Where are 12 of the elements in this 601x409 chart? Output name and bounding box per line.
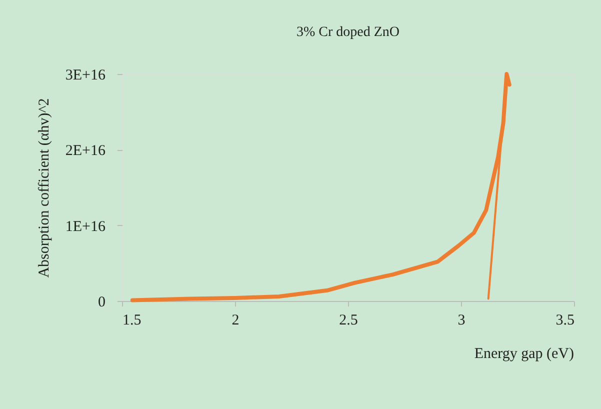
y-tick-label: 0 <box>98 294 106 310</box>
x-tick-label: 3.5 <box>556 312 574 328</box>
x-tick-label: 2.5 <box>339 312 358 328</box>
y-tick-label: 1E+16 <box>65 218 106 235</box>
x-tick-label: 1.5 <box>122 312 142 328</box>
y-tick-label: 3E+16 <box>65 68 106 84</box>
x-axis-title: Energy gap (eV) <box>474 346 574 362</box>
y-axis-title: Absorption cofficient (αhv)^2 <box>36 98 52 278</box>
x-tick-label: 2 <box>232 312 240 328</box>
y-tick-label: 2E+16 <box>65 143 106 160</box>
x-tick-label: 3 <box>458 312 466 328</box>
chart-title: 3% Cr doped ZnO <box>296 25 400 40</box>
